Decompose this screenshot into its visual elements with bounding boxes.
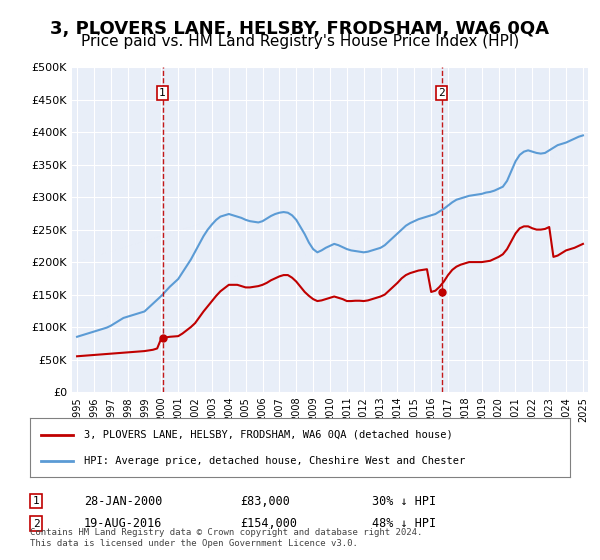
Text: 3, PLOVERS LANE, HELSBY, FRODSHAM, WA6 0QA: 3, PLOVERS LANE, HELSBY, FRODSHAM, WA6 0… xyxy=(50,20,550,38)
Text: 30% ↓ HPI: 30% ↓ HPI xyxy=(372,494,436,508)
Text: HPI: Average price, detached house, Cheshire West and Chester: HPI: Average price, detached house, Ches… xyxy=(84,456,465,466)
Text: Price paid vs. HM Land Registry's House Price Index (HPI): Price paid vs. HM Land Registry's House … xyxy=(81,34,519,49)
Text: 1: 1 xyxy=(159,88,166,98)
Text: £83,000: £83,000 xyxy=(240,494,290,508)
Text: 1: 1 xyxy=(32,496,40,506)
Text: 2: 2 xyxy=(32,519,40,529)
Text: 3, PLOVERS LANE, HELSBY, FRODSHAM, WA6 0QA (detached house): 3, PLOVERS LANE, HELSBY, FRODSHAM, WA6 0… xyxy=(84,430,453,440)
Text: 28-JAN-2000: 28-JAN-2000 xyxy=(84,494,163,508)
Text: 2: 2 xyxy=(439,88,445,98)
Text: 19-AUG-2016: 19-AUG-2016 xyxy=(84,517,163,530)
Text: £154,000: £154,000 xyxy=(240,517,297,530)
Text: Contains HM Land Registry data © Crown copyright and database right 2024.
This d: Contains HM Land Registry data © Crown c… xyxy=(30,528,422,548)
Text: 48% ↓ HPI: 48% ↓ HPI xyxy=(372,517,436,530)
